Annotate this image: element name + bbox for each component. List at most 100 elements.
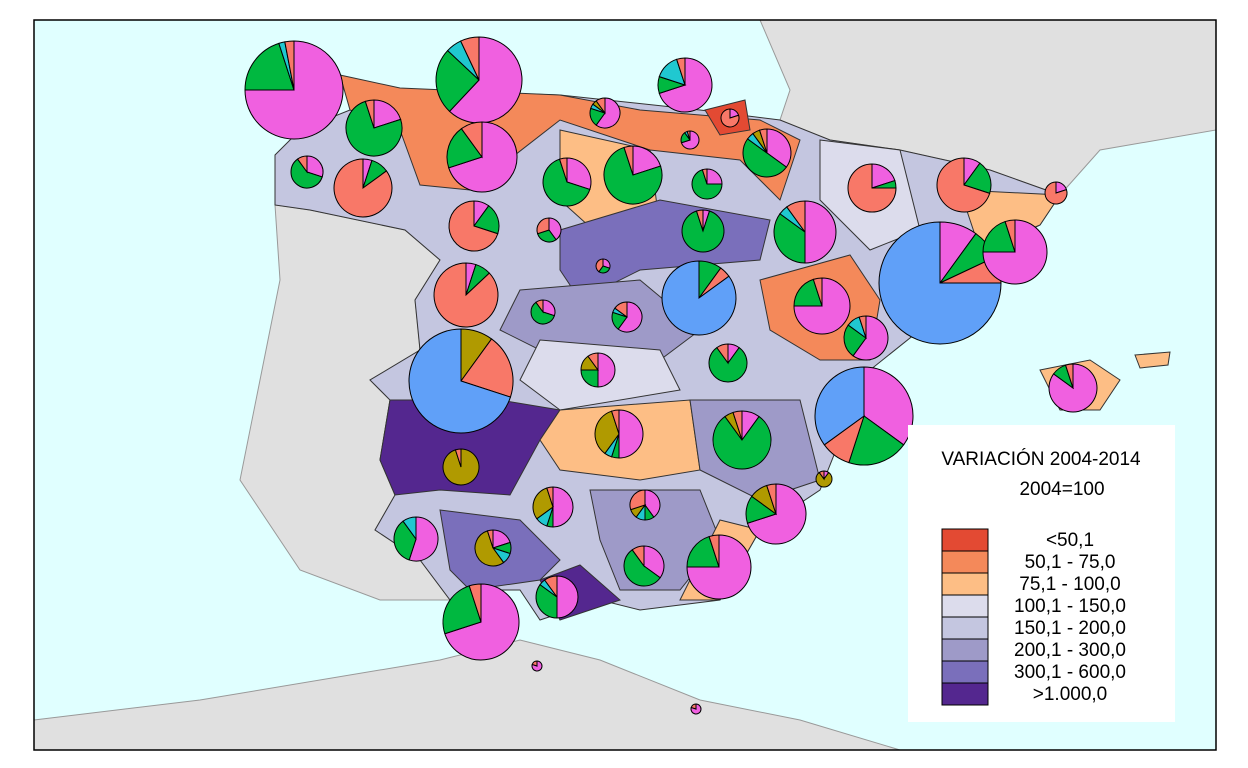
pie-slice: [631, 545, 645, 568]
pie-slice: [610, 409, 620, 435]
pie-slice: [535, 583, 558, 619]
pie-slice: [448, 121, 518, 193]
pie-slice: [532, 487, 554, 520]
pie-slice: [982, 220, 1016, 253]
pie-slice: [290, 158, 323, 189]
pie-slice: [448, 36, 523, 124]
pie-slice: [690, 703, 702, 715]
land: [33, 19, 1217, 751]
pie-slice: [786, 200, 806, 234]
pie-slice: [486, 529, 494, 549]
pie-slice: [852, 315, 889, 361]
pie-slice: [708, 346, 748, 383]
pie-slice: [433, 262, 499, 328]
pie-slice: [296, 155, 308, 174]
pie-slice: [701, 168, 708, 185]
pie-slice: [468, 583, 482, 623]
pie-slice: [686, 534, 752, 600]
pie-slice: [1044, 181, 1068, 205]
pie-slice: [614, 301, 628, 318]
pie-slice: [448, 200, 499, 252]
pie-slice: [758, 128, 768, 154]
pie-slice: [446, 127, 483, 169]
pie-slice: [982, 219, 1048, 285]
legend-swatch: [941, 616, 989, 640]
pie-slice: [543, 575, 558, 599]
pie-slice: [408, 328, 512, 434]
pie-slice: [686, 535, 720, 568]
legend-swatch: [941, 594, 989, 618]
pie-slice: [595, 97, 606, 115]
pie-slice: [643, 545, 665, 579]
legend-subtitle: 2004=100: [1019, 479, 1104, 500]
pie-slice: [306, 155, 324, 178]
pie-slice: [712, 415, 772, 470]
pie-slice: [847, 163, 897, 213]
pie-slice: [858, 315, 867, 339]
pie-slice: [632, 145, 662, 176]
pie-slice: [766, 483, 777, 515]
legend-label: >1.000,0: [1033, 684, 1108, 705]
pie-slice: [618, 409, 644, 459]
pie-slice: [623, 145, 634, 176]
pie-slice: [594, 410, 620, 455]
pie-slice: [345, 100, 403, 157]
legend-label: 150,1 - 200,0: [1014, 618, 1126, 639]
pie-slice: [531, 660, 538, 667]
pies: [244, 36, 1098, 715]
legend-label: 75,1 - 100,0: [1019, 574, 1120, 595]
pie-slice: [595, 97, 621, 129]
legend-label: 100,1 - 150,0: [1014, 596, 1126, 617]
pie-slice: [284, 40, 295, 91]
pie-slice: [244, 42, 295, 91]
pie-slice: [552, 486, 574, 528]
legend-swatch: [941, 550, 989, 574]
pie-slice: [716, 343, 729, 365]
pie-slice: [597, 352, 616, 388]
pie-slice: [766, 128, 792, 168]
pie-slice: [661, 260, 737, 336]
pie-slice: [804, 200, 837, 264]
pie-slice: [460, 338, 514, 398]
pie-slice: [558, 157, 568, 183]
pie-slice: [444, 583, 520, 661]
legend-swatch: [941, 682, 989, 706]
pie-slice: [460, 121, 483, 159]
pie-slice: [566, 157, 592, 191]
pie-slice: [595, 258, 604, 273]
pie-slice: [818, 470, 825, 481]
legend-label: 50,1 - 75,0: [1025, 552, 1116, 573]
legend-swatch: [941, 572, 989, 596]
legend-swatch: [941, 638, 989, 662]
pie-slice: [708, 534, 720, 568]
pie-slice: [623, 549, 661, 587]
pie-slice: [742, 138, 788, 178]
pie-slice: [603, 146, 663, 205]
pie-slice: [676, 57, 686, 86]
pie-slice: [474, 530, 505, 567]
pie-slice: [691, 169, 723, 200]
pie-slice: [843, 324, 867, 357]
legend-title: VARIACIÓN 2004-2014: [941, 448, 1141, 470]
frame: [33, 19, 1217, 751]
pie-slice: [695, 209, 704, 232]
balearic: [1134, 351, 1171, 369]
pie-slice: [542, 158, 591, 207]
pie-slice: [848, 415, 905, 466]
pie-slice: [681, 210, 725, 253]
pie-slice: [531, 660, 543, 672]
pie-slice: [878, 221, 1002, 345]
legend-label: 300,1 - 600,0: [1014, 662, 1126, 683]
pie-slice: [587, 352, 599, 372]
pie-slice: [936, 157, 991, 213]
pie-slice: [333, 158, 393, 218]
pie-slice: [690, 703, 697, 710]
pie-slice: [773, 213, 806, 264]
province: [379, 399, 561, 496]
pie-slice: [686, 130, 691, 141]
legend-label: <50,1: [1046, 530, 1094, 551]
pie-slice: [1064, 363, 1074, 389]
pie-slice: [644, 489, 661, 518]
